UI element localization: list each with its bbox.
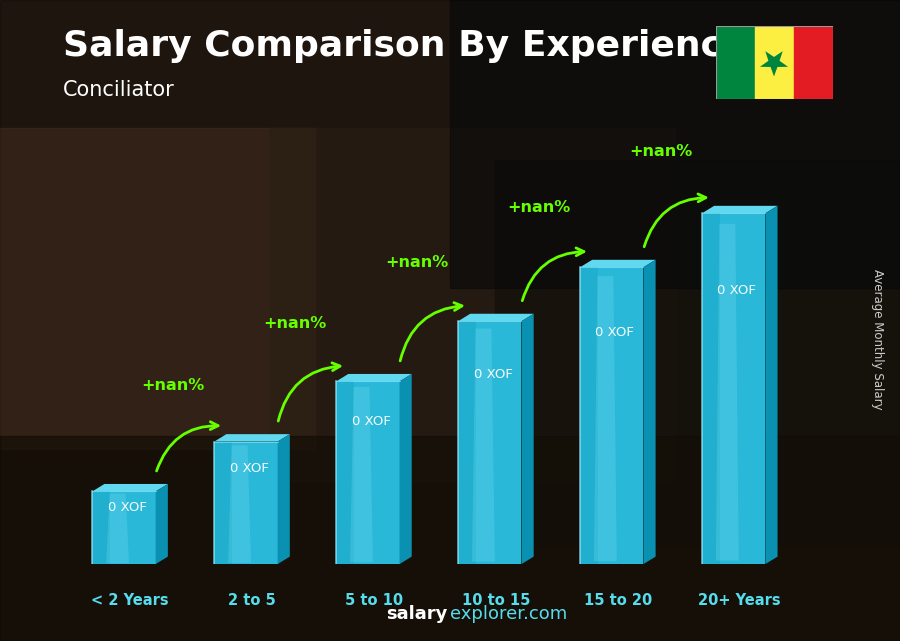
Bar — [794, 26, 832, 99]
Polygon shape — [277, 434, 290, 564]
Polygon shape — [716, 224, 739, 561]
Polygon shape — [214, 442, 232, 564]
Polygon shape — [594, 276, 616, 561]
Polygon shape — [336, 381, 400, 564]
Text: < 2 Years: < 2 Years — [91, 593, 169, 608]
Polygon shape — [93, 484, 168, 492]
Polygon shape — [521, 313, 534, 564]
Polygon shape — [760, 51, 788, 76]
Polygon shape — [702, 213, 720, 564]
Polygon shape — [350, 387, 373, 562]
Text: 0 XOF: 0 XOF — [108, 501, 147, 514]
Polygon shape — [228, 445, 251, 563]
Bar — [0, 436, 900, 641]
Text: +nan%: +nan% — [141, 378, 205, 393]
Text: 0 XOF: 0 XOF — [230, 462, 268, 475]
Polygon shape — [214, 442, 277, 564]
Text: Conciliator: Conciliator — [63, 80, 175, 100]
Text: 0 XOF: 0 XOF — [473, 368, 512, 381]
Text: salary: salary — [386, 605, 447, 623]
Text: 0 XOF: 0 XOF — [352, 415, 391, 428]
Polygon shape — [644, 260, 655, 564]
Text: +nan%: +nan% — [629, 144, 693, 160]
Polygon shape — [93, 492, 156, 564]
Polygon shape — [93, 492, 110, 564]
Text: +nan%: +nan% — [385, 254, 449, 270]
Bar — [0, 128, 315, 449]
Text: explorer.com: explorer.com — [450, 605, 567, 623]
Polygon shape — [336, 374, 411, 381]
Polygon shape — [458, 321, 521, 564]
Text: +nan%: +nan% — [264, 316, 327, 331]
Bar — [495, 160, 900, 545]
Bar — [716, 26, 754, 99]
Polygon shape — [458, 321, 476, 564]
Text: Average Monthly Salary: Average Monthly Salary — [871, 269, 884, 410]
Text: +nan%: +nan% — [508, 199, 571, 215]
Polygon shape — [580, 260, 655, 267]
Text: Salary Comparison By Experience: Salary Comparison By Experience — [63, 29, 746, 63]
Text: 15 to 20: 15 to 20 — [584, 593, 652, 608]
Polygon shape — [400, 374, 411, 564]
Polygon shape — [106, 494, 129, 563]
Polygon shape — [702, 206, 778, 213]
Polygon shape — [336, 381, 354, 564]
Polygon shape — [765, 206, 778, 564]
Polygon shape — [214, 434, 290, 442]
Text: 20+ Years: 20+ Years — [698, 593, 781, 608]
Polygon shape — [458, 313, 534, 321]
Text: 2 to 5: 2 to 5 — [228, 593, 276, 608]
Bar — [270, 128, 675, 481]
Text: 0 XOF: 0 XOF — [717, 284, 756, 297]
Text: 10 to 15: 10 to 15 — [462, 593, 530, 608]
Bar — [754, 26, 794, 99]
Text: 5 to 10: 5 to 10 — [345, 593, 403, 608]
Polygon shape — [472, 329, 495, 562]
Polygon shape — [580, 267, 644, 564]
Text: 0 XOF: 0 XOF — [596, 326, 634, 339]
Polygon shape — [156, 484, 168, 564]
Bar — [450, 0, 900, 288]
Polygon shape — [580, 267, 598, 564]
Polygon shape — [702, 213, 765, 564]
